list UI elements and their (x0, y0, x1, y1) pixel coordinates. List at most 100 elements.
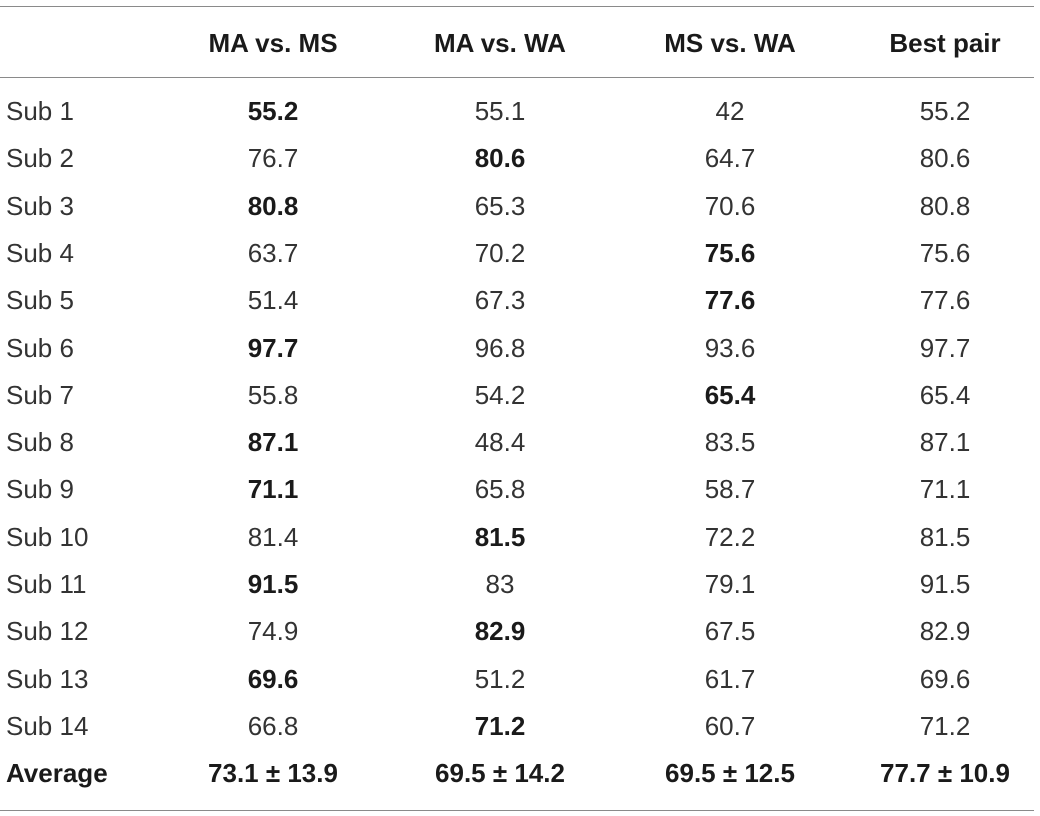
row-label: Sub 9 (6, 474, 74, 505)
table-header-rule (0, 77, 1034, 78)
average-cell: 69.5 ± 14.2 (435, 758, 565, 789)
table-cell: 69.6 (919, 663, 971, 694)
table-cell: 91.5 (919, 569, 971, 599)
table-cell: 55.1 (474, 96, 526, 126)
row-label: Sub 1 (6, 96, 74, 126)
table-bottom-rule (0, 810, 1034, 811)
table-cell: 51.4 (247, 285, 299, 316)
table-cell: 55.2 (247, 96, 299, 126)
table-cell: 67.3 (474, 285, 526, 316)
table-row: Sub 5 51.4 67.3 77.6 77.6 (0, 277, 1040, 324)
table-row: Sub 3 80.8 65.3 70.6 80.8 (0, 183, 1040, 230)
header-cell-best-pair: Best pair (889, 27, 1001, 58)
table-cell: 80.6 (474, 143, 526, 174)
table-cell: 77.6 (704, 285, 756, 316)
table-row: Sub 8 87.1 48.4 83.5 87.1 (0, 419, 1040, 466)
row-label: Sub 7 (6, 379, 74, 410)
table-cell: 66.8 (247, 710, 299, 741)
row-label: Sub 14 (6, 710, 89, 741)
table-cell: 81.5 (919, 521, 971, 552)
row-label: Sub 8 (6, 427, 74, 458)
table-row: Sub 14 66.8 71.2 60.7 71.2 (0, 703, 1040, 750)
table-cell: 61.7 (704, 663, 756, 694)
table-row: Sub 6 97.7 96.8 93.6 97.7 (0, 325, 1040, 372)
table-cell: 65.3 (474, 190, 526, 221)
header-cell-empty (0, 18, 180, 68)
table-cell: 71.1 (247, 474, 299, 505)
table-cell: 80.8 (247, 190, 299, 221)
table-row: Sub 2 76.7 80.6 64.7 80.6 (0, 135, 1040, 182)
table-row: Sub 7 55.8 54.2 65.4 65.4 (0, 372, 1040, 419)
table-cell: 76.7 (247, 143, 299, 174)
table-cell: 72.2 (704, 521, 756, 552)
table-cell: 55.2 (919, 96, 971, 126)
average-cell: 73.1 ± 13.9 (208, 758, 338, 789)
table-cell: 83.5 (704, 427, 756, 458)
table-cell: 54.2 (474, 379, 526, 410)
table-cell: 74.9 (247, 616, 299, 647)
average-row: Average 73.1 ± 13.9 69.5 ± 14.2 69.5 ± 12.5… (0, 750, 1040, 797)
table-cell: 79.1 (704, 569, 756, 599)
header-cell-ma-vs-ms: MA vs. MS (208, 27, 338, 58)
table-cell: 42 (715, 96, 745, 126)
row-label: Sub 13 (6, 663, 89, 694)
table-cell: 82.9 (474, 616, 526, 647)
table-cell: 82.9 (919, 616, 971, 647)
table-cell: 81.5 (474, 521, 526, 552)
average-cell: 77.7 ± 10.9 (880, 758, 1010, 789)
table-cell: 65.4 (919, 379, 971, 410)
table-cell: 97.7 (247, 332, 299, 363)
header-cell-ma-vs-wa: MA vs. WA (434, 27, 566, 58)
table-row: Sub 13 69.6 51.2 61.7 69.6 (0, 656, 1040, 703)
row-label: Sub 5 (6, 285, 74, 316)
average-cell: 69.5 ± 12.5 (665, 758, 795, 789)
table-row: Sub 9 71.1 65.8 58.7 71.1 (0, 466, 1040, 513)
table-cell: 83 (485, 569, 515, 599)
table-cell: 71.1 (919, 474, 971, 505)
table-cell: 71.2 (919, 710, 971, 741)
table-row: Sub 1 55.2 55.1 42 55.2 (0, 88, 1040, 135)
table-row: Sub 10 81.4 81.5 72.2 81.5 (0, 514, 1040, 561)
table-cell: 67.5 (704, 616, 756, 647)
table-cell: 63.7 (247, 237, 299, 268)
row-label: Sub 10 (6, 521, 89, 552)
row-label: Sub 4 (6, 237, 74, 268)
row-label: Sub 11 (6, 569, 87, 599)
table-cell: 80.8 (919, 190, 971, 221)
table-cell: 97.7 (919, 332, 971, 363)
table-cell: 75.6 (704, 237, 756, 268)
table-cell: 48.4 (474, 427, 526, 458)
table-cell: 69.6 (247, 663, 299, 694)
row-label: Sub 2 (6, 143, 74, 174)
table-cell: 87.1 (247, 427, 299, 458)
table-cell: 51.2 (474, 663, 526, 694)
row-label: Sub 6 (6, 332, 74, 363)
table-cell: 70.2 (474, 237, 526, 268)
table-cell: 80.6 (919, 143, 971, 174)
table-cell: 93.6 (704, 332, 756, 363)
table-header-row: MA vs. MS MA vs. WA MS vs. WA Best pair (0, 18, 1040, 68)
table-row: Sub 11 91.5 83 79.1 91.5 (0, 561, 1040, 608)
table-cell: 96.8 (474, 332, 526, 363)
table-cell: 91.5 (247, 569, 299, 599)
table-cell: 60.7 (704, 710, 756, 741)
table-cell: 55.8 (247, 379, 299, 410)
table-cell: 70.6 (704, 190, 756, 221)
table-cell: 71.2 (474, 710, 526, 741)
table-row: Sub 4 63.7 70.2 75.6 75.6 (0, 230, 1040, 277)
table-cell: 87.1 (919, 427, 971, 458)
table-cell: 65.8 (474, 474, 526, 505)
table-cell: 81.4 (247, 521, 299, 552)
table-cell: 77.6 (919, 285, 971, 316)
row-label: Sub 3 (6, 190, 74, 221)
table-cell: 65.4 (704, 379, 756, 410)
average-label: Average (6, 758, 108, 789)
header-cell-ms-vs-wa: MS vs. WA (664, 27, 796, 58)
row-label: Sub 12 (6, 616, 89, 647)
table-cell: 64.7 (704, 143, 756, 174)
table-cell: 58.7 (704, 474, 756, 505)
table-cell: 75.6 (919, 237, 971, 268)
table-row: Sub 12 74.9 82.9 67.5 82.9 (0, 608, 1040, 655)
table-top-rule (0, 6, 1034, 7)
